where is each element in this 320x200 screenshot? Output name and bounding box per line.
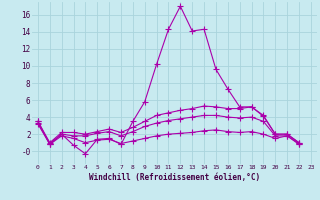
X-axis label: Windchill (Refroidissement éolien,°C): Windchill (Refroidissement éolien,°C) (89, 173, 260, 182)
